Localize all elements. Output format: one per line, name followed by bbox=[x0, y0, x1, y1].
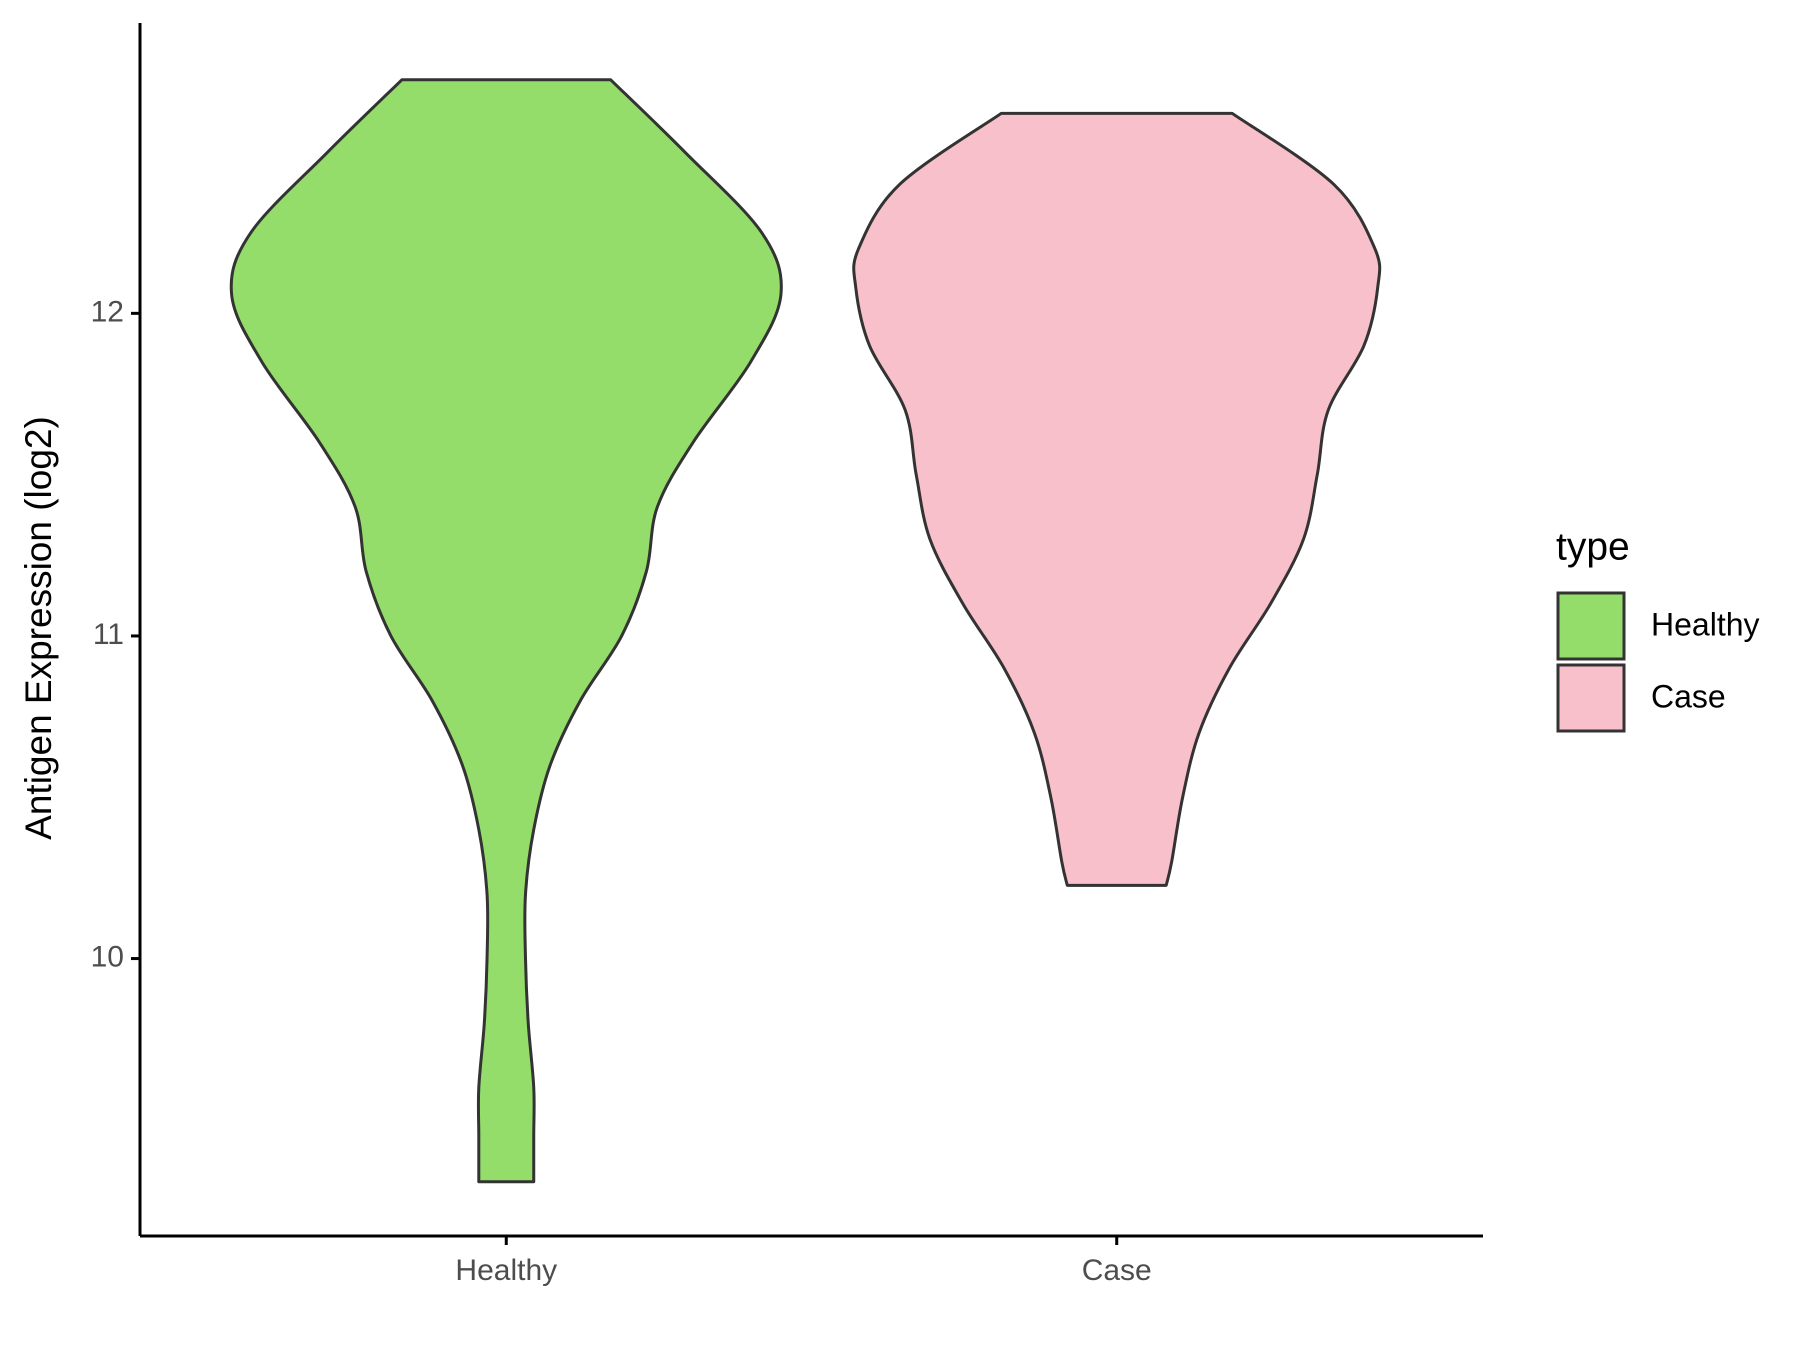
y-tick-label: 12 bbox=[91, 295, 124, 328]
y-tick-label: 10 bbox=[91, 940, 124, 973]
legend-label: Healthy bbox=[1651, 606, 1760, 642]
y-axis-title: Antigen Expression (log2) bbox=[18, 416, 59, 840]
legend-label: Case bbox=[1651, 678, 1726, 714]
violin bbox=[229, 78, 783, 1184]
violin bbox=[852, 111, 1382, 887]
legend-title: type bbox=[1556, 525, 1630, 568]
x-tick-label: Case bbox=[1082, 1254, 1152, 1287]
x-tick-label: Healthy bbox=[455, 1254, 557, 1287]
y-tick-label: 11 bbox=[93, 618, 124, 651]
legend-key bbox=[1556, 591, 1626, 661]
legend-key bbox=[1556, 663, 1626, 733]
